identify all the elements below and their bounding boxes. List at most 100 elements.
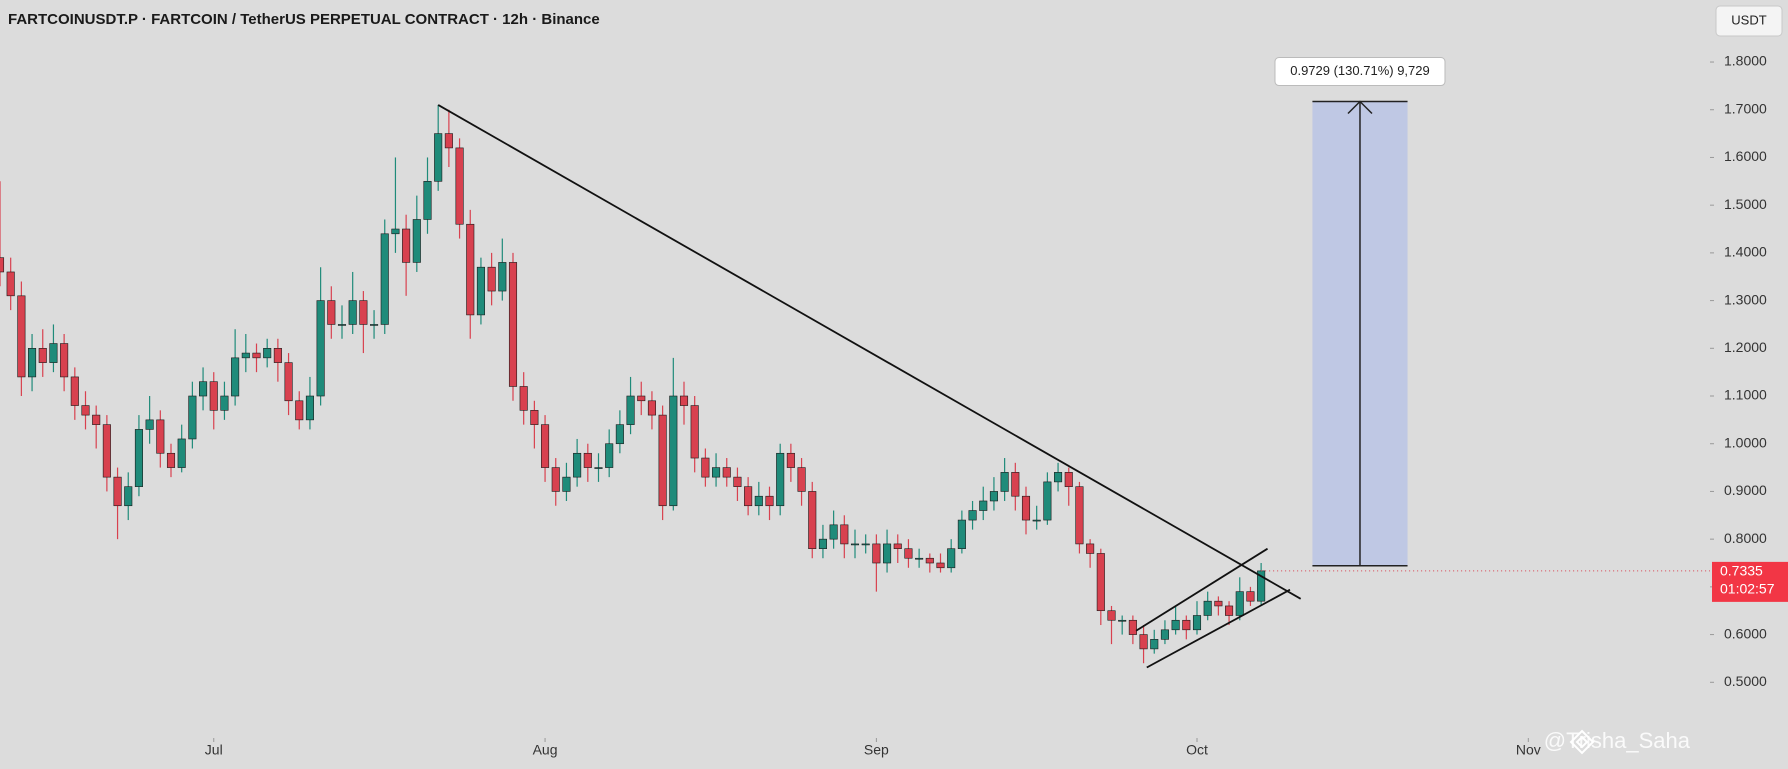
candle-body (1150, 639, 1159, 650)
candle-body (1214, 600, 1223, 607)
candle-body (434, 133, 443, 182)
candle-body (829, 524, 838, 540)
candle-body (102, 424, 111, 478)
candle-body (669, 395, 678, 507)
candle-body (295, 400, 304, 421)
candle-body (1128, 619, 1137, 635)
candle-body (583, 452, 592, 468)
currency-button[interactable] (1715, 5, 1783, 37)
candle-body (508, 262, 518, 387)
candle-body (519, 386, 528, 411)
candle-body (380, 233, 389, 325)
candle-body (60, 343, 69, 378)
candle-body (412, 219, 421, 263)
candle-body (1054, 472, 1063, 483)
candle-body (936, 562, 945, 569)
candle-body (327, 300, 336, 325)
candle-body (370, 324, 379, 326)
candle-body (1182, 619, 1191, 631)
candle-body (113, 476, 122, 507)
trendline (1146, 588, 1291, 669)
candle-body (573, 452, 582, 478)
candle-body (530, 410, 539, 425)
candle-body (1021, 495, 1031, 521)
candle-body (541, 424, 550, 468)
candle-body (423, 181, 432, 220)
trendline (437, 104, 1302, 600)
y-tick-label: 1.2000 (1724, 339, 1767, 355)
candle-body (1000, 472, 1009, 492)
candle-body (647, 400, 656, 416)
candle-body (455, 147, 464, 225)
candle-body (594, 467, 603, 469)
candle-body (466, 223, 475, 316)
candle-body (498, 262, 507, 292)
candle-body (17, 295, 26, 378)
candle-body (754, 495, 763, 507)
candle-body (605, 443, 614, 468)
candle-body (637, 395, 646, 402)
candle-body (337, 324, 347, 326)
x-tick-label: Aug (533, 742, 558, 758)
candle-body (1107, 610, 1116, 621)
candle-body (134, 429, 143, 487)
candle-body (0, 257, 5, 273)
y-tick-label: 1.7000 (1724, 100, 1767, 116)
candle-body (872, 543, 881, 564)
candle-body (925, 557, 934, 564)
candle-body (444, 133, 453, 149)
candle-body (1171, 619, 1180, 631)
candle-body (209, 381, 218, 411)
candle-body (124, 486, 133, 507)
candle-body (679, 395, 689, 406)
x-tick-label: Sep (864, 742, 889, 758)
candle-body (1086, 543, 1095, 554)
target-label-box (1274, 57, 1446, 87)
candle-body (1043, 481, 1052, 521)
y-tick-label: 1.0000 (1724, 434, 1767, 450)
y-tick-label: 0.5000 (1724, 673, 1767, 689)
candle-body (615, 424, 624, 445)
candle-body (166, 452, 176, 468)
candle-body (92, 414, 101, 425)
y-tick-label: 0.9000 (1724, 482, 1767, 498)
watermark-logo (1569, 729, 1595, 755)
candle-body (626, 395, 635, 425)
candle-body (551, 467, 560, 492)
candle-body (893, 543, 902, 549)
candle-body (968, 510, 977, 521)
candle-body (733, 476, 742, 487)
candle-body (1225, 605, 1234, 616)
y-tick-label: 1.3000 (1724, 291, 1767, 307)
candle-body (840, 524, 849, 545)
candle-body (38, 348, 47, 363)
candle-body (722, 467, 731, 478)
target-label: 0.9729 (130.71%) 9,729 (1290, 63, 1430, 78)
candle-body (188, 395, 197, 440)
last-price-tag (1712, 561, 1788, 602)
candle-body (1064, 472, 1073, 487)
candle-body (402, 228, 411, 263)
candle-body (487, 266, 496, 292)
x-tick-label: Nov (1516, 742, 1541, 758)
candle-body (241, 352, 250, 359)
candle-body (1235, 591, 1244, 616)
candle-body (808, 491, 817, 549)
candle-body (1118, 619, 1127, 622)
candle-body (231, 357, 240, 397)
currency-label[interactable]: USDT (1731, 12, 1766, 27)
trendline (1135, 547, 1269, 632)
candle-body (6, 271, 15, 297)
countdown-label: 01:02:57 (1720, 581, 1775, 597)
candle-body (70, 376, 79, 406)
candle-body (273, 348, 282, 363)
candle-body (765, 495, 774, 507)
candle-body (284, 362, 293, 402)
candle-body (712, 467, 721, 478)
candle-body (1011, 472, 1020, 497)
candle-body (989, 491, 998, 502)
candle-body (28, 348, 37, 378)
x-tick-label: Oct (1186, 742, 1208, 758)
